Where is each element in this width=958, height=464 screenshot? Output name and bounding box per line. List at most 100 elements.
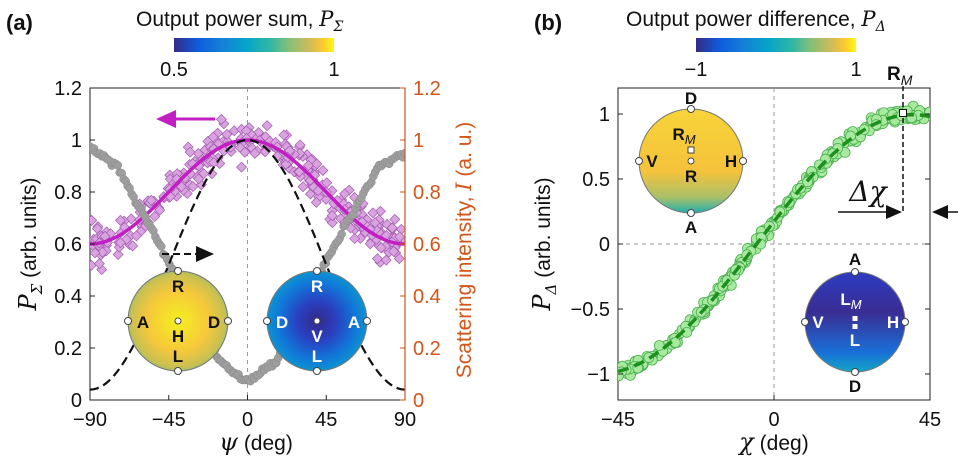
data-point-power-sum: [114, 214, 126, 226]
rm-label: RM: [887, 64, 913, 88]
delta-chi-annotation: Δχ: [838, 175, 958, 219]
data-point-power-sum: [236, 161, 247, 173]
plot-a: −90 −45 0 45 900 00.2 0.20.4 0.40.6 0.60.8 0.81 11…: [54, 78, 441, 431]
arrow-to-right-axis: [162, 246, 214, 262]
colorbar-a-label: Output power sum, PΣ: [136, 7, 343, 35]
y-tick-label-right: 0.6: [413, 234, 441, 256]
y-tick-label-left: 0.8: [54, 182, 82, 204]
data-point-power-sum: [389, 213, 401, 225]
y-tick-label-right: 1: [413, 130, 424, 152]
data-point-power-difference: [653, 340, 665, 351]
x-tick-label: 0: [242, 409, 253, 431]
data-point-power-sum: [112, 248, 124, 260]
sphere-label-l: L: [173, 347, 183, 366]
poincare-sphere-b-top: D V H A RM R: [635, 89, 747, 237]
arrow-reference: [932, 205, 948, 219]
sphere-label-d: D: [685, 89, 697, 108]
panel-a-tag: (a): [6, 10, 33, 35]
x-tick-label: −90: [73, 409, 107, 431]
sphere-label-a: A: [685, 218, 697, 237]
data-point-power-sum: [297, 181, 309, 193]
colorbar-b-tick-max: 1: [850, 59, 861, 81]
data-point-power-sum: [321, 177, 333, 189]
y-tick-label-left: 0.2: [54, 338, 82, 360]
x-tick-label: 0: [768, 409, 779, 431]
sphere-label-v: V: [311, 327, 323, 346]
data-point-power-sum: [90, 247, 101, 259]
data-point-power-sum: [349, 233, 361, 245]
sphere-label-r: R: [685, 167, 697, 186]
poincare-sphere-a-left: R A H D L: [124, 267, 232, 375]
y-tick-label: 1: [599, 104, 610, 126]
colorbar-a-tick-max: 1: [328, 59, 339, 81]
data-point-power-sum: [388, 245, 400, 257]
data-point-power-sum: [374, 205, 386, 217]
plot-b: −45 0 45 −1 −0.5 0 0.5 1 RM Δχ D V H A: [571, 64, 958, 431]
data-point-scattering: [400, 148, 405, 158]
sphere-label-h: H: [725, 152, 737, 171]
data-point-power-sum: [93, 258, 105, 270]
fit-curve-power-difference: [618, 112, 930, 374]
poincare-sphere-a-right: R D V A L: [263, 267, 371, 375]
y-tick-label-left: 0.6: [54, 234, 82, 256]
data-point-power-sum: [184, 146, 196, 158]
data-point-power-sum: [364, 238, 376, 250]
data-point-power-sum: [369, 217, 381, 229]
plot-b-xlabel: χ (deg): [737, 428, 808, 456]
data-point-scattering: [337, 229, 346, 239]
data-point-power-sum: [193, 173, 205, 185]
arrow-to-left-axis: [156, 110, 215, 128]
sphere-label-a: A: [849, 250, 861, 269]
data-point-power-sum: [326, 217, 338, 229]
data-point-power-sum: [114, 237, 126, 249]
y-tick-label-right: 0.8: [413, 182, 441, 204]
data-point-power-sum: [394, 231, 405, 243]
y-tick-label-left: 0: [71, 390, 82, 412]
colorbar-b: Output power difference, PΔ −1 1: [626, 7, 886, 81]
data-point-power-sum: [386, 222, 398, 234]
data-point-power-sum: [130, 230, 142, 242]
y-tick-label: 0.5: [582, 169, 610, 191]
sphere-label-rm: RM: [672, 125, 695, 147]
plot-a-ylabel-left: PΣ (arb. units): [14, 178, 46, 312]
sphere-label-l: L: [850, 331, 860, 350]
y-tick-label-left: 1: [71, 130, 82, 152]
data-point-power-sum: [375, 242, 387, 254]
sphere-label-r: R: [311, 277, 323, 296]
colorbar-b-label: Output power difference, PΔ: [626, 7, 886, 35]
data-point-power-sum: [96, 246, 108, 258]
data-point-power-sum: [90, 259, 97, 271]
sphere-label-d: D: [849, 377, 861, 396]
data-point-power-sum: [90, 214, 98, 226]
delta-chi-label: Δχ: [848, 175, 888, 208]
y-tick-label: −1: [587, 364, 610, 386]
sphere-label-lm: LM: [840, 290, 861, 312]
data-point-power-sum: [367, 207, 379, 219]
plot-a-ylabel-right: Scattering intensity, I (a. u.): [452, 122, 476, 379]
data-point-power-sum: [278, 129, 290, 141]
y-tick-label-right: 1.2: [413, 78, 441, 100]
colorbar-a: Output power sum, PΣ 0.5 1: [136, 7, 343, 81]
data-point-power-sum: [339, 188, 351, 200]
data-point-power-sum: [249, 147, 261, 159]
data-point-power-sum: [145, 194, 157, 206]
plot-b-ylabel: PΔ (arb. units): [528, 177, 560, 311]
data-point-power-sum: [149, 210, 161, 222]
y-tick-label: 0: [599, 234, 610, 256]
colorbar-a-gradient: [174, 38, 334, 52]
colorbar-b-tick-min: −1: [685, 59, 708, 81]
data-point-scattering: [157, 242, 166, 251]
data-point-power-sum: [176, 181, 187, 193]
y-tick-label-right: 0.2: [413, 338, 441, 360]
panel-b-tag: (b): [534, 10, 562, 35]
sphere-label-a: A: [137, 313, 149, 332]
data-point-power-sum: [206, 168, 218, 180]
y-tick-label-right: 0: [413, 390, 424, 412]
y-tick-label-left: 1.2: [54, 78, 82, 100]
data-point-power-sum: [310, 196, 322, 208]
data-point-power-sum: [239, 146, 251, 158]
x-tick-label: −45: [152, 409, 186, 431]
data-point-power-sum: [326, 210, 338, 222]
sphere-label-h: H: [887, 313, 899, 332]
